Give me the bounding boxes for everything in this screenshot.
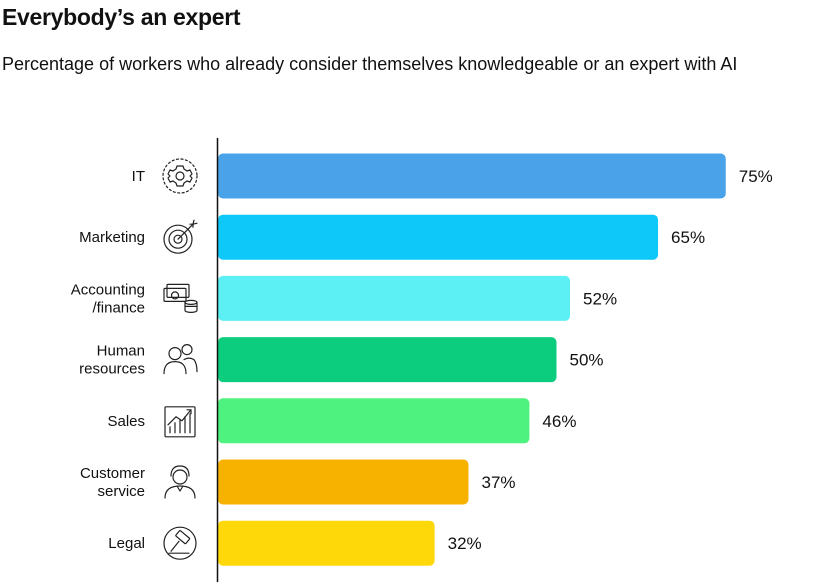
value-label: 75% <box>739 167 773 186</box>
gavel-icon <box>163 526 197 560</box>
value-label: 52% <box>583 289 617 308</box>
money-icon <box>163 283 198 313</box>
category-label: Customer service <box>80 465 145 500</box>
target-icon <box>163 219 198 254</box>
category-label: Sales <box>107 413 145 430</box>
bar-sales <box>218 398 530 444</box>
value-label: 32% <box>448 534 482 553</box>
value-label: 37% <box>481 473 515 492</box>
headset-icon <box>164 465 196 499</box>
growth-chart-icon <box>164 406 196 438</box>
people-icon <box>163 344 198 375</box>
category-label: Legal <box>108 535 145 552</box>
bar-legal <box>218 520 435 566</box>
bar-customer-service <box>218 459 469 505</box>
category-label: Marketing <box>79 229 145 246</box>
category-label: Accounting/finance <box>71 281 145 316</box>
gear-icon <box>162 158 198 194</box>
bar-accounting-finance <box>218 275 571 321</box>
value-label: 65% <box>671 228 705 247</box>
value-label: 50% <box>570 351 604 370</box>
chart-subtitle: Percentage of workers who already consid… <box>2 54 738 74</box>
category-label: Human resources <box>79 343 145 378</box>
bar-human-resources <box>218 337 557 383</box>
category-label: IT <box>132 168 145 185</box>
bar-marketing <box>218 214 659 260</box>
bar-it <box>218 153 726 199</box>
value-label: 46% <box>542 412 576 431</box>
chart-title: Everybody’s an expert <box>2 4 241 30</box>
